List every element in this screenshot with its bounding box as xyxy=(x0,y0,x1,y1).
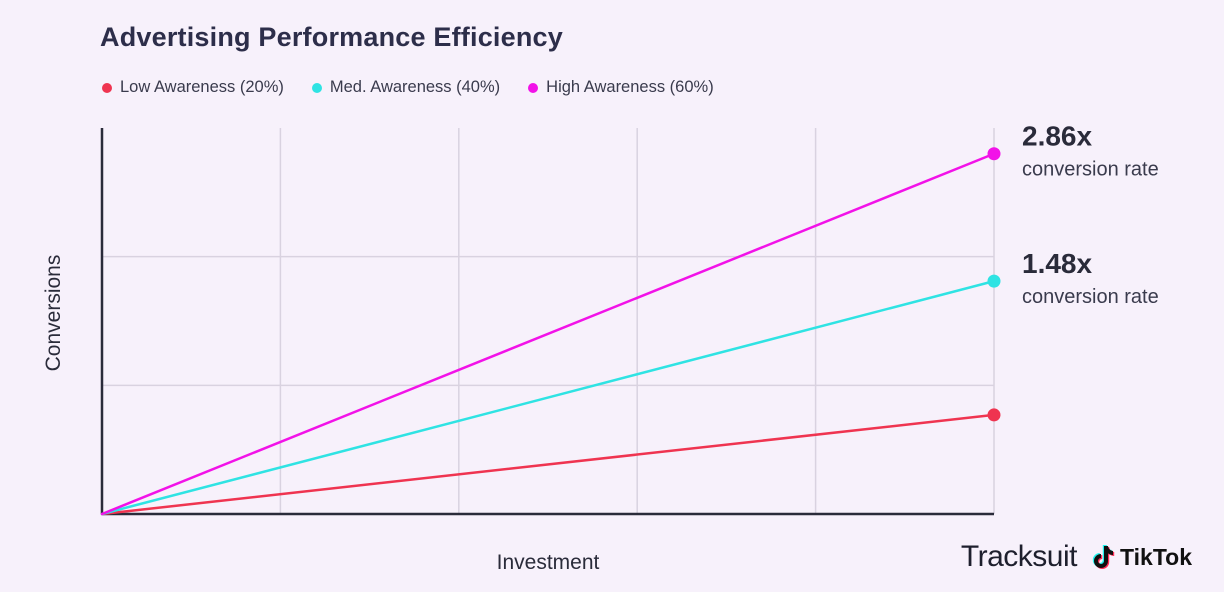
annotation-text-1: conversion rate xyxy=(1022,286,1159,308)
legend-marker-med xyxy=(311,82,322,93)
legend-item-low: Low Awareness (20%) xyxy=(102,78,284,97)
series-line-0 xyxy=(100,413,996,516)
y-axis-label: Conversions xyxy=(42,255,65,372)
series-endpoint-1 xyxy=(987,274,1001,288)
legend-item-high: High Awareness (60%) xyxy=(528,78,714,97)
series-endpoint-2 xyxy=(987,147,1001,161)
tiktok-logo: TikTok xyxy=(1091,544,1192,571)
brand-logos: Tracksuit TikTok xyxy=(961,540,1192,574)
series-line-1 xyxy=(100,279,996,516)
annotation-value-0: 2.86x xyxy=(1022,121,1092,152)
series-endpoint-0 xyxy=(987,408,1001,422)
legend-marker-low xyxy=(102,82,112,93)
legend: Low Awareness (20%) Med. Awareness (40%)… xyxy=(102,78,714,97)
chart-title: Advertising Performance Efficiency xyxy=(100,22,563,52)
legend-item-med: Med. Awareness (40%) xyxy=(311,78,501,97)
x-axis-label: Investment xyxy=(497,551,600,574)
legend-label-low: Low Awareness (20%) xyxy=(120,78,284,96)
tiktok-wordmark: TikTok xyxy=(1120,543,1192,570)
annotation-text-0: conversion rate xyxy=(1022,159,1159,181)
tracksuit-logo: Tracksuit xyxy=(960,540,1078,573)
annotation-value-1: 1.48x xyxy=(1022,248,1092,279)
legend-label-med: Med. Awareness (40%) xyxy=(329,78,501,96)
tiktok-note-icon xyxy=(1092,545,1115,569)
legend-marker-high xyxy=(528,82,539,93)
series-line-2 xyxy=(100,152,996,516)
legend-label-high: High Awareness (60%) xyxy=(546,78,714,96)
